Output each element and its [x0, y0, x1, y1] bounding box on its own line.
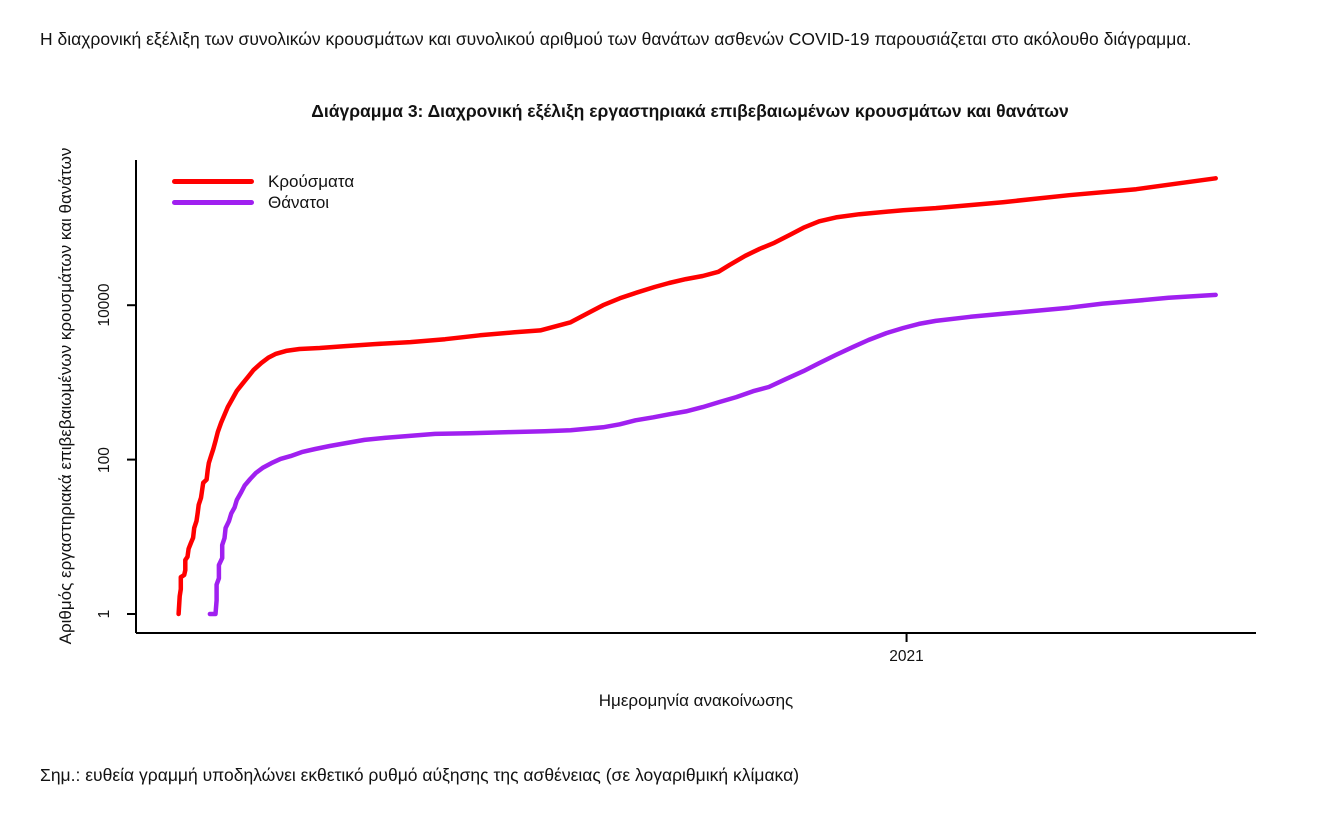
legend: Κρούσματα Θάνατοι: [172, 171, 354, 213]
cases-curve: [176, 176, 1218, 617]
x-tick-label: 2021: [889, 648, 924, 665]
legend-label-cases: Κρούσματα: [268, 171, 355, 191]
deaths-curve: [207, 292, 1218, 617]
legend-item-cases: Κρούσματα: [172, 171, 354, 192]
cases-line-swatch: [172, 179, 254, 184]
y-axis-label: Αριθμός εργαστηριακά επιβεβαιωμένων κρου…: [56, 147, 75, 645]
deaths-line-swatch: [172, 200, 254, 205]
x-axis-label: Ημερομηνία ανακοίνωσης: [598, 691, 794, 710]
chart-title: Διάγραμμα 3: Διαχρονική εξέλιξη εργαστηρ…: [311, 101, 1069, 121]
y-tick-label: 10000: [96, 283, 113, 327]
y-tick-label: 1: [96, 609, 113, 619]
intro-paragraph: Η διαχρονική εξέλιξη των συνολικών κρουσ…: [40, 28, 1192, 49]
legend-item-deaths: Θάνατοι: [172, 192, 354, 213]
legend-label-deaths: Θάνατοι: [268, 192, 330, 212]
y-tick-label: 100: [96, 446, 113, 473]
footnote: Σημ.: ευθεία γραμμή υποδηλώνει εκθετικό …: [40, 764, 800, 785]
